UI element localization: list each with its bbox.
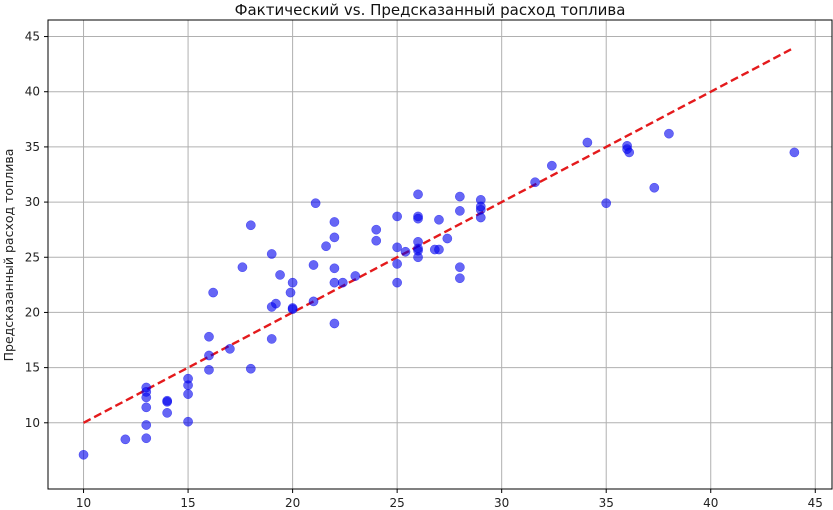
data-point xyxy=(413,236,423,247)
data-point xyxy=(204,331,214,342)
data-point xyxy=(442,233,453,244)
data-point xyxy=(601,198,612,209)
data-point xyxy=(475,195,486,205)
data-point xyxy=(271,298,281,309)
data-point xyxy=(329,217,340,227)
data-point xyxy=(455,191,465,202)
data-point xyxy=(371,224,382,235)
x-tick-label: 40 xyxy=(703,496,718,510)
data-point xyxy=(275,270,285,280)
plot-frame xyxy=(47,19,833,490)
data-point xyxy=(789,147,800,158)
data-point xyxy=(392,211,402,222)
data-point xyxy=(225,344,235,354)
data-point xyxy=(183,373,193,384)
y-tick-label: 10 xyxy=(25,416,40,430)
chart-title: Фактический vs. Предсказанный расход топ… xyxy=(235,1,626,19)
data-point xyxy=(337,277,348,288)
data-point xyxy=(664,128,674,139)
x-tick-label: 10 xyxy=(76,496,91,510)
y-axis-label: Предсказанный расход топлива xyxy=(1,149,16,362)
data-point xyxy=(204,350,214,361)
data-point xyxy=(434,244,444,255)
reference-line-layer xyxy=(82,46,795,424)
data-point xyxy=(413,189,423,200)
axis-ticks: 10 15 20 25 30 35 40 45 10 15 20 25 30 35 40 45 xyxy=(25,30,823,510)
x-tick-label: 35 xyxy=(599,496,614,510)
data-point xyxy=(162,395,173,406)
reference-line xyxy=(82,46,795,424)
data-point xyxy=(266,334,277,344)
data-point xyxy=(371,235,382,246)
data-point xyxy=(245,363,256,374)
data-point xyxy=(78,449,89,460)
data-points xyxy=(78,128,800,460)
data-point xyxy=(287,277,298,288)
data-point xyxy=(434,214,444,225)
data-point xyxy=(245,220,256,231)
data-point xyxy=(162,408,173,418)
data-point xyxy=(287,303,298,313)
data-point xyxy=(455,273,465,284)
x-tick-label: 15 xyxy=(180,496,195,510)
data-point xyxy=(120,434,131,445)
data-point xyxy=(308,296,319,307)
data-point xyxy=(141,420,152,430)
y-tick-label: 40 xyxy=(25,85,40,99)
data-point xyxy=(208,287,219,298)
data-point xyxy=(455,206,465,216)
y-tick-label: 25 xyxy=(25,250,40,264)
data-point xyxy=(350,271,361,281)
y-tick-label: 30 xyxy=(25,195,40,209)
x-tick-label: 25 xyxy=(390,496,405,510)
data-point xyxy=(308,260,319,270)
data-point xyxy=(329,318,340,329)
data-point xyxy=(455,262,465,273)
data-point xyxy=(329,277,340,288)
data-point xyxy=(530,177,540,188)
data-point xyxy=(392,277,402,288)
data-point xyxy=(624,147,635,158)
grid-lines xyxy=(48,20,832,489)
data-point xyxy=(141,402,152,413)
data-point xyxy=(266,249,277,259)
y-tick-label: 20 xyxy=(25,305,40,319)
y-tick-label: 35 xyxy=(25,140,40,154)
data-point xyxy=(392,259,402,269)
data-point xyxy=(310,198,321,209)
y-tick-label: 45 xyxy=(25,30,40,44)
x-tick-label: 30 xyxy=(494,496,509,510)
y-tick-label: 15 xyxy=(25,361,40,375)
data-point xyxy=(400,246,411,257)
data-point xyxy=(582,137,593,148)
data-point xyxy=(141,433,152,444)
data-point xyxy=(204,364,214,375)
data-point xyxy=(141,382,152,393)
data-point xyxy=(237,262,248,273)
data-point xyxy=(183,389,193,399)
x-tick-label: 45 xyxy=(808,496,823,510)
data-point xyxy=(329,232,340,243)
data-point xyxy=(321,241,331,252)
data-point xyxy=(649,182,660,193)
x-tick-label: 20 xyxy=(285,496,300,510)
data-point xyxy=(183,416,193,427)
data-point xyxy=(392,242,402,253)
data-point xyxy=(413,211,423,222)
data-point xyxy=(285,287,296,298)
data-point xyxy=(329,263,340,274)
data-point xyxy=(547,160,557,171)
